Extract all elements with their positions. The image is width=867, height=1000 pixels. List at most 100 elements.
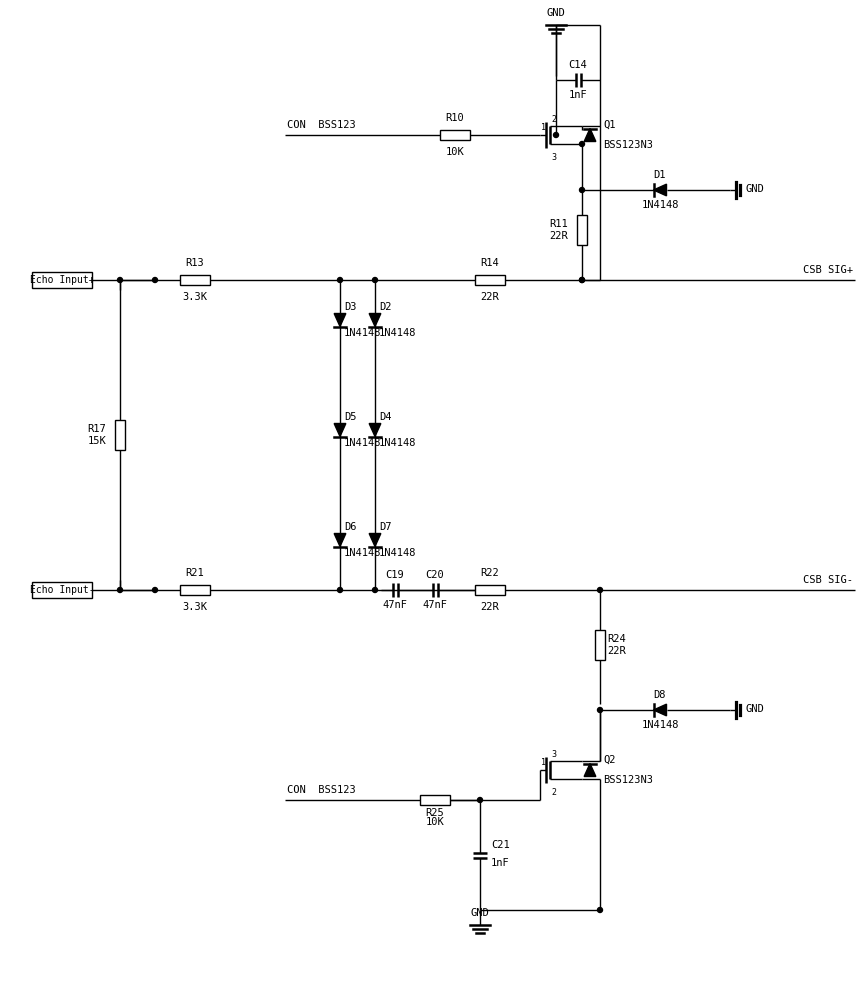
Text: 1N4148: 1N4148 <box>379 438 416 448</box>
Text: 3: 3 <box>551 153 556 162</box>
Circle shape <box>597 708 603 712</box>
Polygon shape <box>369 424 381 436</box>
Text: GND: GND <box>546 8 565 18</box>
Text: 1N4148: 1N4148 <box>344 438 381 448</box>
Circle shape <box>579 277 584 282</box>
Text: 1N4148: 1N4148 <box>344 328 381 338</box>
Text: 3.3K: 3.3K <box>182 602 207 612</box>
Text: GND: GND <box>471 908 489 918</box>
Circle shape <box>579 277 584 282</box>
Text: BSS123N3: BSS123N3 <box>603 140 653 150</box>
Text: 1nF: 1nF <box>491 858 510 868</box>
Circle shape <box>153 277 158 282</box>
Text: 1nF: 1nF <box>569 90 587 100</box>
Text: R14: R14 <box>480 258 499 268</box>
Text: R10: R10 <box>446 113 465 123</box>
Text: 2: 2 <box>551 788 556 797</box>
Text: Q1: Q1 <box>603 120 616 130</box>
Text: GND: GND <box>746 704 765 714</box>
Text: D6: D6 <box>344 522 356 532</box>
Text: 22R: 22R <box>480 292 499 302</box>
Text: 1N4148: 1N4148 <box>379 548 416 558</box>
Text: 15K: 15K <box>88 436 106 446</box>
Circle shape <box>118 587 122 592</box>
Text: R22: R22 <box>480 568 499 578</box>
Text: 1N4148: 1N4148 <box>344 548 381 558</box>
Text: 10K: 10K <box>426 817 445 827</box>
Text: D8: D8 <box>654 690 666 700</box>
Text: C21: C21 <box>491 840 510 850</box>
Circle shape <box>553 132 558 137</box>
Text: D2: D2 <box>379 302 392 312</box>
Circle shape <box>337 277 342 282</box>
Text: R11: R11 <box>550 219 568 229</box>
Polygon shape <box>369 534 381 546</box>
Text: 10K: 10K <box>446 147 465 157</box>
Text: 3: 3 <box>551 750 556 759</box>
Text: 1: 1 <box>541 123 546 132</box>
Text: 2: 2 <box>551 115 556 124</box>
Bar <box>32 582 92 598</box>
Bar <box>115 420 125 450</box>
Bar <box>475 275 505 285</box>
Polygon shape <box>584 128 596 141</box>
Text: 47nF: 47nF <box>422 600 447 610</box>
Text: 1N4148: 1N4148 <box>642 200 679 210</box>
Text: Echo Input-: Echo Input- <box>29 585 95 595</box>
Bar <box>595 630 605 660</box>
Circle shape <box>478 798 483 802</box>
Text: C19: C19 <box>386 570 404 580</box>
Text: D5: D5 <box>344 412 356 422</box>
Text: Q2: Q2 <box>603 755 616 765</box>
Text: Echo Input+: Echo Input+ <box>29 275 95 285</box>
Polygon shape <box>584 764 596 776</box>
Text: D4: D4 <box>379 412 392 422</box>
Text: R21: R21 <box>186 568 205 578</box>
Polygon shape <box>654 704 667 716</box>
Text: CSB SIG-: CSB SIG- <box>803 575 853 585</box>
Circle shape <box>337 587 342 592</box>
Circle shape <box>579 141 584 146</box>
Text: D7: D7 <box>379 522 392 532</box>
Text: CON  BSS123: CON BSS123 <box>287 120 355 130</box>
Polygon shape <box>334 314 346 326</box>
Bar <box>440 130 470 140</box>
Circle shape <box>373 587 377 592</box>
Circle shape <box>153 587 158 592</box>
Bar <box>32 272 92 288</box>
Text: R25: R25 <box>426 808 445 818</box>
Text: D1: D1 <box>654 170 666 180</box>
Text: 22R: 22R <box>550 231 568 241</box>
Text: 1N4148: 1N4148 <box>642 720 679 730</box>
Text: GND: GND <box>746 184 765 194</box>
Polygon shape <box>334 424 346 436</box>
Text: 1: 1 <box>541 758 546 767</box>
Text: R13: R13 <box>186 258 205 268</box>
Text: 47nF: 47nF <box>382 600 407 610</box>
Polygon shape <box>369 314 381 326</box>
Text: 22R: 22R <box>480 602 499 612</box>
Text: CON  BSS123: CON BSS123 <box>287 785 355 795</box>
Text: C14: C14 <box>569 60 587 70</box>
Bar <box>180 585 210 595</box>
Bar <box>420 795 450 805</box>
Polygon shape <box>654 184 667 196</box>
Circle shape <box>118 277 122 282</box>
Circle shape <box>579 188 584 192</box>
Bar <box>475 585 505 595</box>
Text: CSB SIG+: CSB SIG+ <box>803 265 853 275</box>
Text: BSS123N3: BSS123N3 <box>603 775 653 785</box>
Polygon shape <box>334 534 346 546</box>
Text: 3.3K: 3.3K <box>182 292 207 302</box>
Text: D3: D3 <box>344 302 356 312</box>
Circle shape <box>597 587 603 592</box>
Text: R17: R17 <box>88 424 106 434</box>
Text: R24: R24 <box>607 634 626 644</box>
Text: 22R: 22R <box>607 646 626 656</box>
Text: 1N4148: 1N4148 <box>379 328 416 338</box>
Circle shape <box>597 908 603 912</box>
Circle shape <box>373 277 377 282</box>
Bar <box>180 275 210 285</box>
Text: C20: C20 <box>426 570 445 580</box>
Bar <box>577 215 587 245</box>
